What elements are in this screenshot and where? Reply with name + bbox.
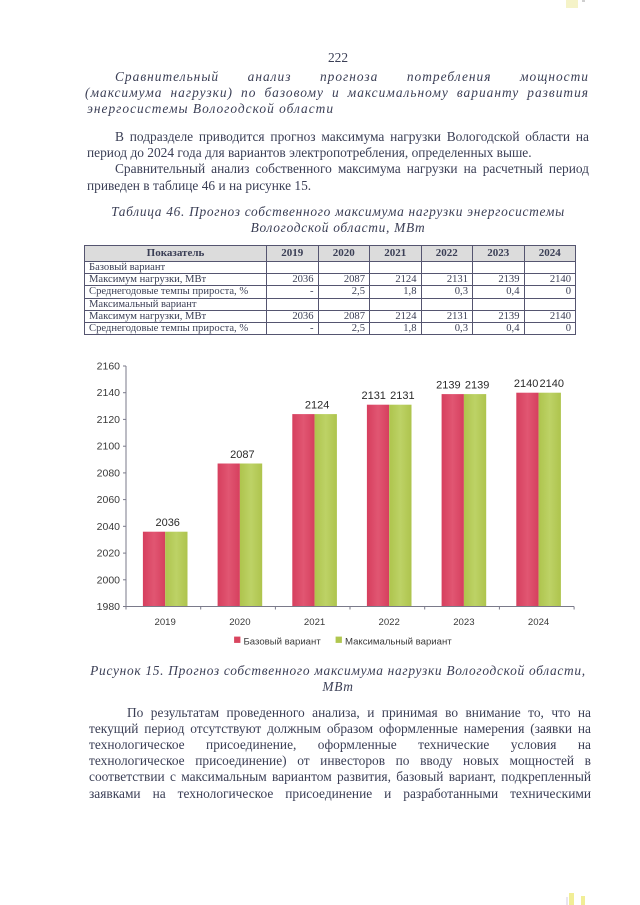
svg-text:2019: 2019 (155, 617, 176, 628)
svg-text:2087: 2087 (230, 449, 254, 461)
svg-text:2024: 2024 (528, 617, 550, 628)
svg-text:2131: 2131 (361, 390, 385, 402)
svg-text:2020: 2020 (229, 617, 250, 628)
svg-text:2120: 2120 (97, 414, 121, 426)
svg-text:2021: 2021 (304, 617, 325, 628)
svg-text:2139: 2139 (436, 380, 460, 392)
svg-text:2140: 2140 (514, 378, 538, 390)
svg-text:Базовый вариант: Базовый вариант (244, 637, 322, 648)
svg-text:2040: 2040 (97, 521, 121, 533)
svg-text:2060: 2060 (97, 494, 121, 506)
svg-text:2140: 2140 (540, 378, 564, 390)
svg-text:2124: 2124 (305, 400, 329, 412)
svg-text:2160: 2160 (97, 361, 121, 373)
svg-text:2139: 2139 (465, 380, 489, 392)
svg-text:2020: 2020 (97, 548, 121, 560)
svg-text:Максимальный вариант: Максимальный вариант (345, 637, 452, 648)
svg-text:2023: 2023 (453, 617, 474, 628)
svg-text:2140: 2140 (97, 387, 121, 399)
svg-text:2131: 2131 (390, 390, 414, 402)
svg-text:2100: 2100 (97, 441, 121, 453)
svg-text:2036: 2036 (155, 517, 179, 529)
svg-text:2000: 2000 (97, 574, 121, 586)
svg-text:2022: 2022 (379, 617, 400, 628)
svg-text:1980: 1980 (97, 601, 121, 613)
svg-text:2080: 2080 (97, 467, 121, 479)
